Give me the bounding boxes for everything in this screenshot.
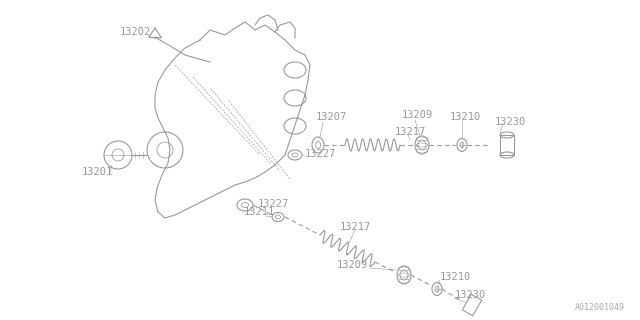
Text: A012001049: A012001049	[575, 303, 625, 312]
Text: 13230: 13230	[455, 290, 486, 300]
Bar	[500, 135, 514, 155]
Text: 13202: 13202	[120, 27, 151, 37]
Text: 13209: 13209	[337, 260, 368, 270]
Text: 13211: 13211	[244, 207, 275, 217]
Text: 13209: 13209	[402, 110, 433, 120]
Text: 13210: 13210	[440, 272, 471, 282]
Text: 13217: 13217	[340, 222, 371, 232]
Text: 13217: 13217	[395, 127, 426, 137]
Text: 13230: 13230	[495, 117, 526, 127]
Text: 13227: 13227	[305, 149, 336, 159]
Text: 13207: 13207	[316, 112, 348, 122]
Text: 13227: 13227	[258, 199, 289, 209]
Bar	[462, 294, 482, 316]
Text: 13210: 13210	[450, 112, 481, 122]
Text: 13201: 13201	[82, 167, 113, 177]
